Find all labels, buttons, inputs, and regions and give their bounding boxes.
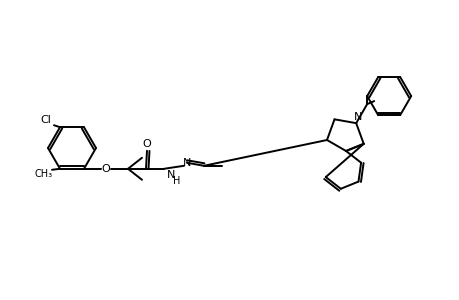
Text: O: O: [101, 164, 110, 174]
Text: O: O: [142, 139, 151, 149]
Text: N: N: [353, 112, 362, 122]
Text: CH₃: CH₃: [35, 169, 53, 179]
Text: N: N: [182, 158, 191, 168]
Text: H: H: [173, 176, 180, 186]
Text: Cl: Cl: [40, 115, 51, 125]
Text: N: N: [167, 170, 175, 180]
